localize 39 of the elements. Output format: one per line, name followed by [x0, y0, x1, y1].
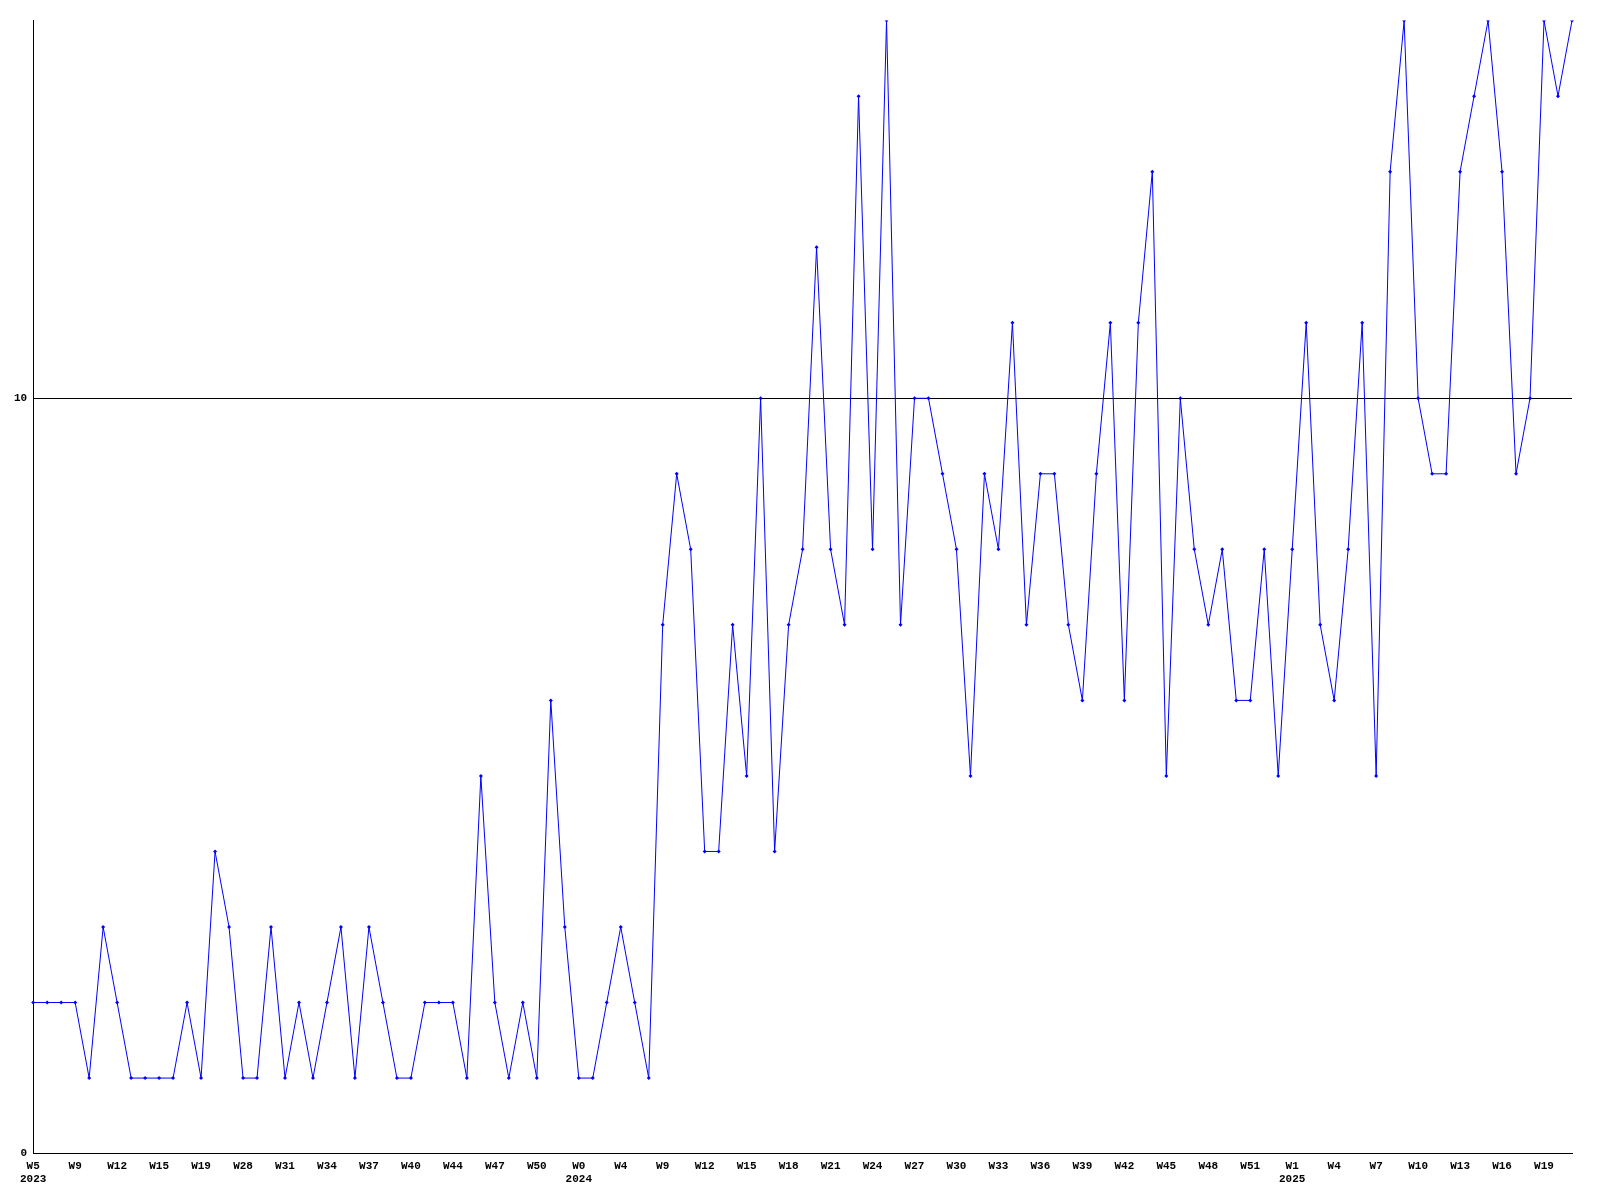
x-tick-label: W19: [1534, 1159, 1554, 1172]
x-tick-label: W4: [1327, 1159, 1342, 1172]
x-tick-label: W44: [442, 1159, 464, 1172]
x-tick-label: W28: [233, 1159, 254, 1172]
x-tick-label: W34: [317, 1159, 338, 1172]
x-tick-label: W16: [1492, 1159, 1512, 1172]
x-tick-label: W33: [988, 1159, 1009, 1172]
x-tick-label: W45: [1156, 1159, 1177, 1172]
x-tick-label: W15: [149, 1159, 170, 1172]
x-tick-label: W42: [1114, 1159, 1135, 1172]
x-tick-label: W31: [275, 1159, 296, 1172]
y-tick-label: 0: [20, 1147, 28, 1160]
x-tick-label: W9: [656, 1159, 670, 1172]
x-tick-label: W0 2024: [565, 1159, 593, 1186]
x-tick-label: W39: [1072, 1159, 1093, 1172]
x-tick-label: W5 2023: [20, 1159, 47, 1186]
x-tick-label: W12: [694, 1159, 715, 1172]
x-tick-label: W1 2025: [1279, 1159, 1306, 1186]
x-tick-label: W13: [1450, 1159, 1471, 1172]
x-tick-label: W9: [68, 1159, 82, 1172]
x-tick-label: W40: [401, 1159, 421, 1172]
y-tick-label: 10: [14, 392, 28, 405]
x-tick-label: W36: [1030, 1159, 1051, 1172]
x-tick-label: W18: [778, 1159, 799, 1172]
x-tick-label: W30: [946, 1159, 967, 1172]
x-tick-label: W37: [359, 1159, 379, 1172]
x-tick-label: W24: [862, 1159, 883, 1172]
x-tick-label: W48: [1198, 1159, 1219, 1172]
x-tick-label: W15: [736, 1159, 757, 1172]
x-tick-label: W21: [820, 1159, 841, 1172]
x-tick-label: W27: [904, 1159, 925, 1172]
x-tick-label: W10: [1408, 1159, 1429, 1172]
x-tick-label: W47: [484, 1159, 505, 1172]
x-tick-label: W51: [1240, 1159, 1261, 1172]
x-tick-label: W19: [191, 1159, 211, 1172]
x-tick-label: W7: [1369, 1159, 1383, 1172]
x-tick-label: W4: [614, 1159, 628, 1172]
x-tick-label: W50: [526, 1159, 547, 1172]
x-tick-label: W12: [107, 1159, 128, 1172]
